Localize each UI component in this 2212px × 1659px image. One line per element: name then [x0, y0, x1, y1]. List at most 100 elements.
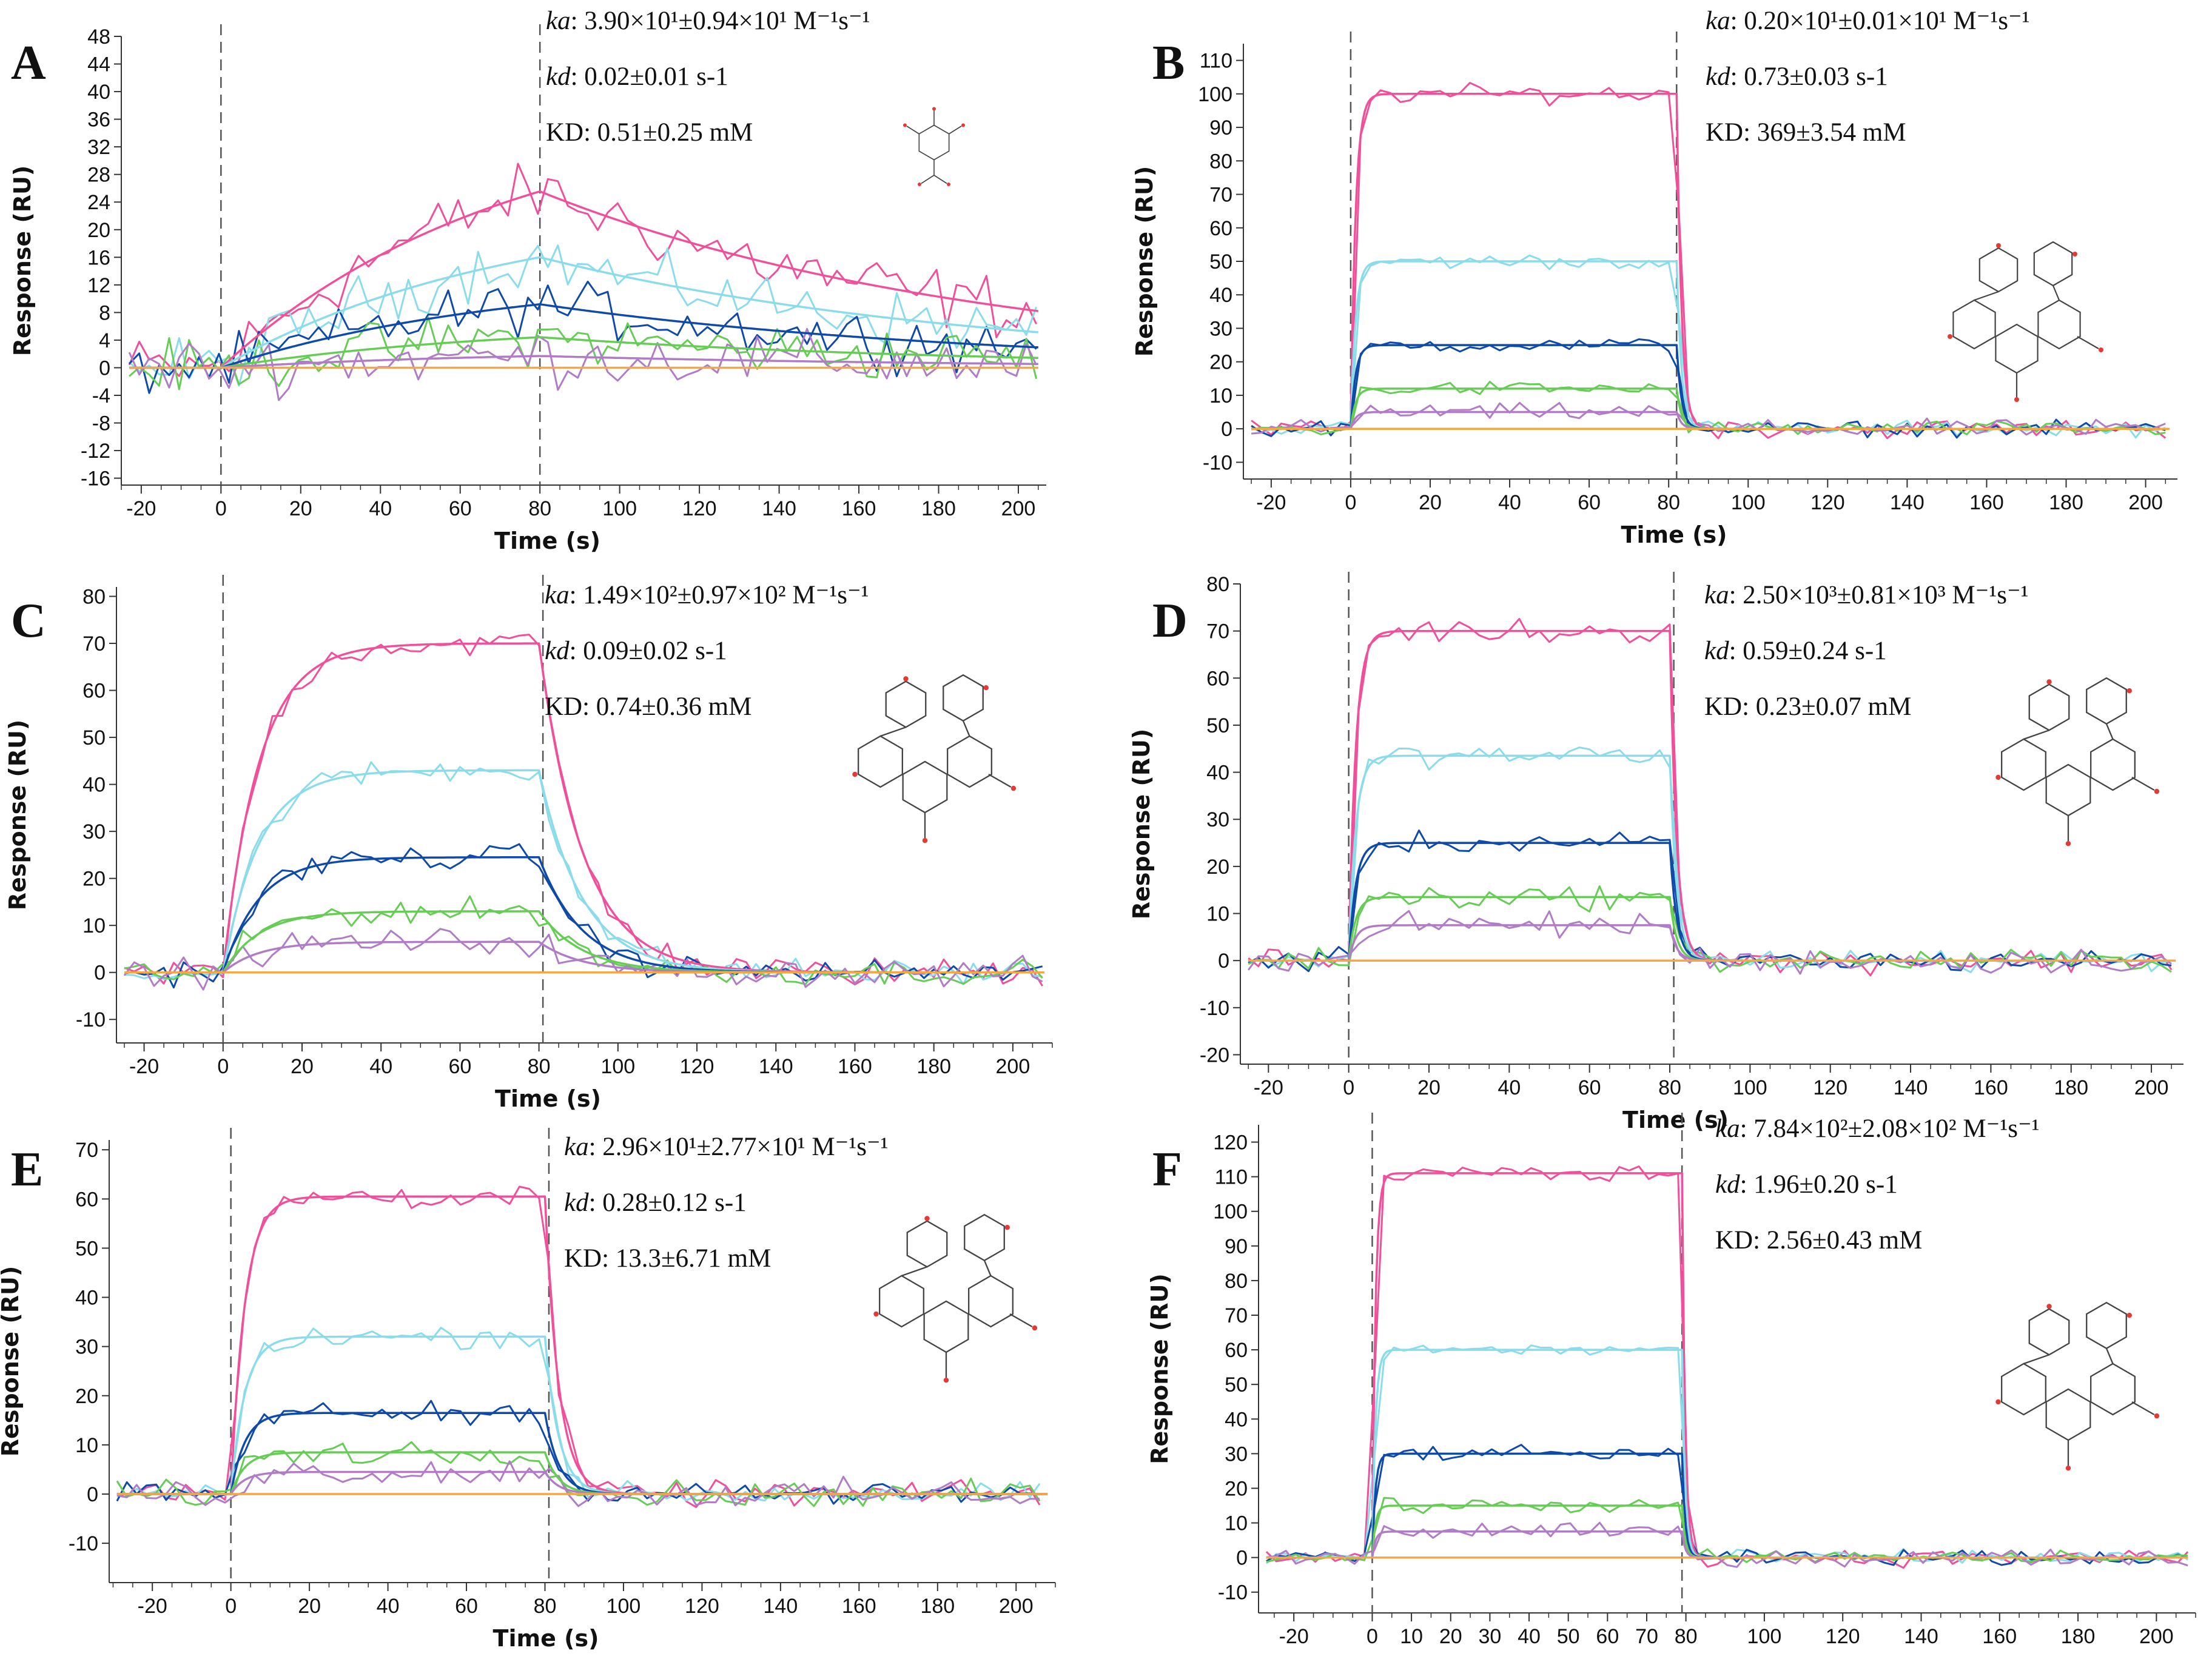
kd-line: kd: 0.59±0.24 s-1: [1704, 637, 1887, 665]
y-tick-label: 50: [82, 726, 106, 749]
raw-series-5: [1247, 910, 2172, 975]
raw-series-4: [129, 316, 1038, 390]
raw-series-3: [1248, 830, 2172, 973]
ring-5: [2086, 1301, 2127, 1350]
hetero-atom-3: [922, 838, 928, 843]
y-tick-label: 30: [82, 820, 106, 843]
x-tick-label: 140: [1890, 491, 1925, 514]
ring-3: [968, 1275, 1014, 1328]
y-tick-label: 40: [1225, 1408, 1248, 1431]
x-tick-label: 0: [1367, 1625, 1378, 1648]
ka-value: : 7.84×10²±2.08×10² M⁻¹s⁻¹: [1740, 1114, 2040, 1143]
bond-2: [2105, 1348, 2114, 1364]
y-tick-label: 120: [1213, 1131, 1248, 1155]
x-tick-label: 200: [996, 1055, 1030, 1078]
panel-c: -20 0 20 40 60 80 100 120 140 160 180 200 -10 0 10 20 30…: [4, 575, 1053, 1112]
hetero-atom-3: [943, 1378, 949, 1383]
hetero-atom-5: [1995, 1399, 2001, 1405]
kd-line: kd: 0.02±0.01 s-1: [546, 62, 728, 91]
hetero-atom-4: [2154, 788, 2160, 794]
x-tick-label: 140: [1894, 1076, 1928, 1099]
y-tick-label: 20: [1225, 1477, 1248, 1500]
x-tick-label: 120: [1810, 491, 1845, 514]
y-tick-label: 24: [87, 191, 110, 214]
hetero-atom-1: [2046, 679, 2052, 685]
y-axis-title: Response (RU): [1146, 1273, 1173, 1464]
bond-1: [1974, 290, 1999, 301]
x-tick-label: 40: [1498, 491, 1521, 514]
bond-2: [962, 720, 970, 737]
x-tick-label: -20: [129, 1055, 159, 1078]
y-tick-label: 50: [1206, 714, 1229, 737]
kd-line: kd: 0.73±0.03 s-1: [1706, 62, 1888, 91]
x-tick-label: 160: [1982, 1625, 2017, 1648]
y-tick-label: 0: [1221, 418, 1232, 441]
ring-1: [2001, 1362, 2046, 1416]
x-tick-label: 180: [2049, 491, 2083, 514]
x-tick-label: 100: [1731, 491, 1766, 514]
x-tick-label: 80: [528, 497, 551, 520]
ring-4: [906, 1220, 948, 1268]
y-tick-label: 70: [1225, 1304, 1248, 1327]
kd-value: : 0.28±0.12 s-1: [589, 1188, 747, 1217]
y-tick-label: 20: [1206, 856, 1229, 879]
y-tick-label: 10: [75, 1434, 98, 1457]
kinetics-annotation: ka: 3.90×10¹±0.94×10¹ M⁻¹s⁻¹kd: 0.02±0.0…: [546, 7, 870, 147]
raw-series-5: [1251, 401, 2166, 436]
x-tick-label: 160: [838, 1055, 872, 1078]
x-tick-label: 120: [682, 497, 717, 520]
x-tick-label: 140: [759, 1055, 793, 1078]
kd-value: : 0.09±0.02 s-1: [570, 637, 727, 665]
hetero-atom-3: [903, 123, 907, 127]
ring-4: [2028, 1308, 2070, 1356]
kinetics-annotation: ka: 2.50×10³±0.81×10³ M⁻¹s⁻¹kd: 0.59±0.2…: [1704, 581, 2029, 721]
x-tick-label: 120: [1826, 1625, 1860, 1648]
x-tick-label: 180: [921, 497, 956, 520]
fit-series-5: [1266, 1530, 2188, 1559]
y-tick-label: 60: [1209, 217, 1232, 240]
x-tick-label: 10: [1400, 1625, 1423, 1648]
fit-series-2: [129, 256, 1039, 369]
y-tick-label: 30: [75, 1336, 98, 1359]
KD-value: KD: 2.56±0.43 mM: [1715, 1226, 1922, 1255]
kinetics-annotation: ka: 7.84×10²±2.08×10² M⁻¹s⁻¹kd: 1.96±0.2…: [1715, 1114, 2040, 1255]
compound-structure-b: [1948, 241, 2103, 402]
panel-b: -20 0 20 40 60 80 100 120 140 160 180 200 -10 0 10 20 30…: [1131, 7, 2177, 548]
x-tick-label: 40: [369, 497, 392, 520]
raw-series-2: [1248, 746, 2172, 973]
ring-3: [947, 735, 992, 788]
panel-letter: D: [1152, 594, 1188, 648]
hetero-atom-4: [1032, 1325, 1038, 1331]
y-tick-label: 30: [1225, 1443, 1248, 1466]
hetero-atom-4: [947, 183, 950, 186]
panel-f: -20 0 10 20 30 40 50 60 70 80 100 120 140 160 180 200-1…: [1146, 1113, 2196, 1659]
bond-1: [2023, 1354, 2049, 1365]
ka-value: : 3.90×10¹±0.94×10¹ M⁻¹s⁻¹: [571, 7, 870, 35]
x-tick-label: 40: [369, 1055, 392, 1078]
bond-4: [2077, 336, 2099, 349]
x-tick-label: 120: [685, 1595, 719, 1618]
x-tick-label: 160: [1969, 491, 2004, 514]
kd-symbol: kd: [546, 62, 571, 91]
x-tick-label: 120: [680, 1055, 714, 1078]
x-tick-label: 40: [1518, 1625, 1541, 1648]
raw-series-5: [128, 327, 1037, 401]
x-tick-label: 180: [920, 1595, 955, 1618]
x-tick-label: 20: [1419, 491, 1442, 514]
bond-2: [2052, 285, 2060, 301]
hetero-atom-2: [2126, 1313, 2132, 1318]
panel-letter: E: [11, 1143, 43, 1196]
hetero-atom-1: [903, 676, 909, 682]
KD-value: KD: 369±3.54 mM: [1706, 118, 1906, 147]
ring-1: [858, 735, 903, 788]
y-tick-label: 90: [1225, 1235, 1248, 1258]
hetero-atom-5: [1948, 334, 1952, 339]
y-tick-label: 60: [82, 680, 106, 703]
kd-symbol: kd: [564, 1188, 589, 1217]
y-tick-label: -16: [81, 468, 110, 491]
ka-value: : 2.96×10¹±2.77×10¹ M⁻¹s⁻¹: [589, 1133, 889, 1161]
y-tick-label: 60: [1225, 1339, 1248, 1362]
y-tick-label: 80: [1206, 573, 1229, 596]
raw-series-5: [123, 928, 1043, 991]
x-tick-label: 60: [1578, 491, 1601, 514]
